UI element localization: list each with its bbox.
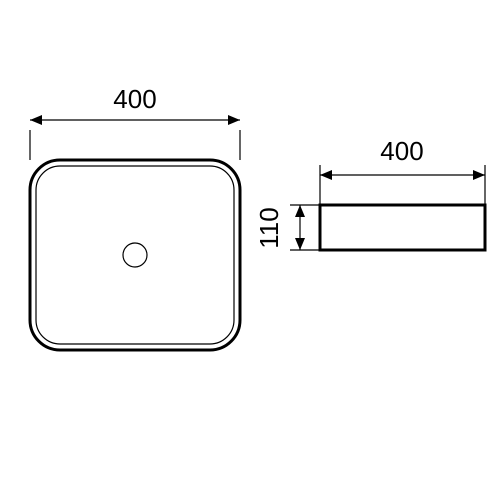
dim-side-height: 110 (254, 207, 284, 248)
dim-side-width: 400 (380, 136, 423, 166)
dim-top-width: 400 (113, 84, 156, 114)
side-view-outline (320, 205, 485, 250)
